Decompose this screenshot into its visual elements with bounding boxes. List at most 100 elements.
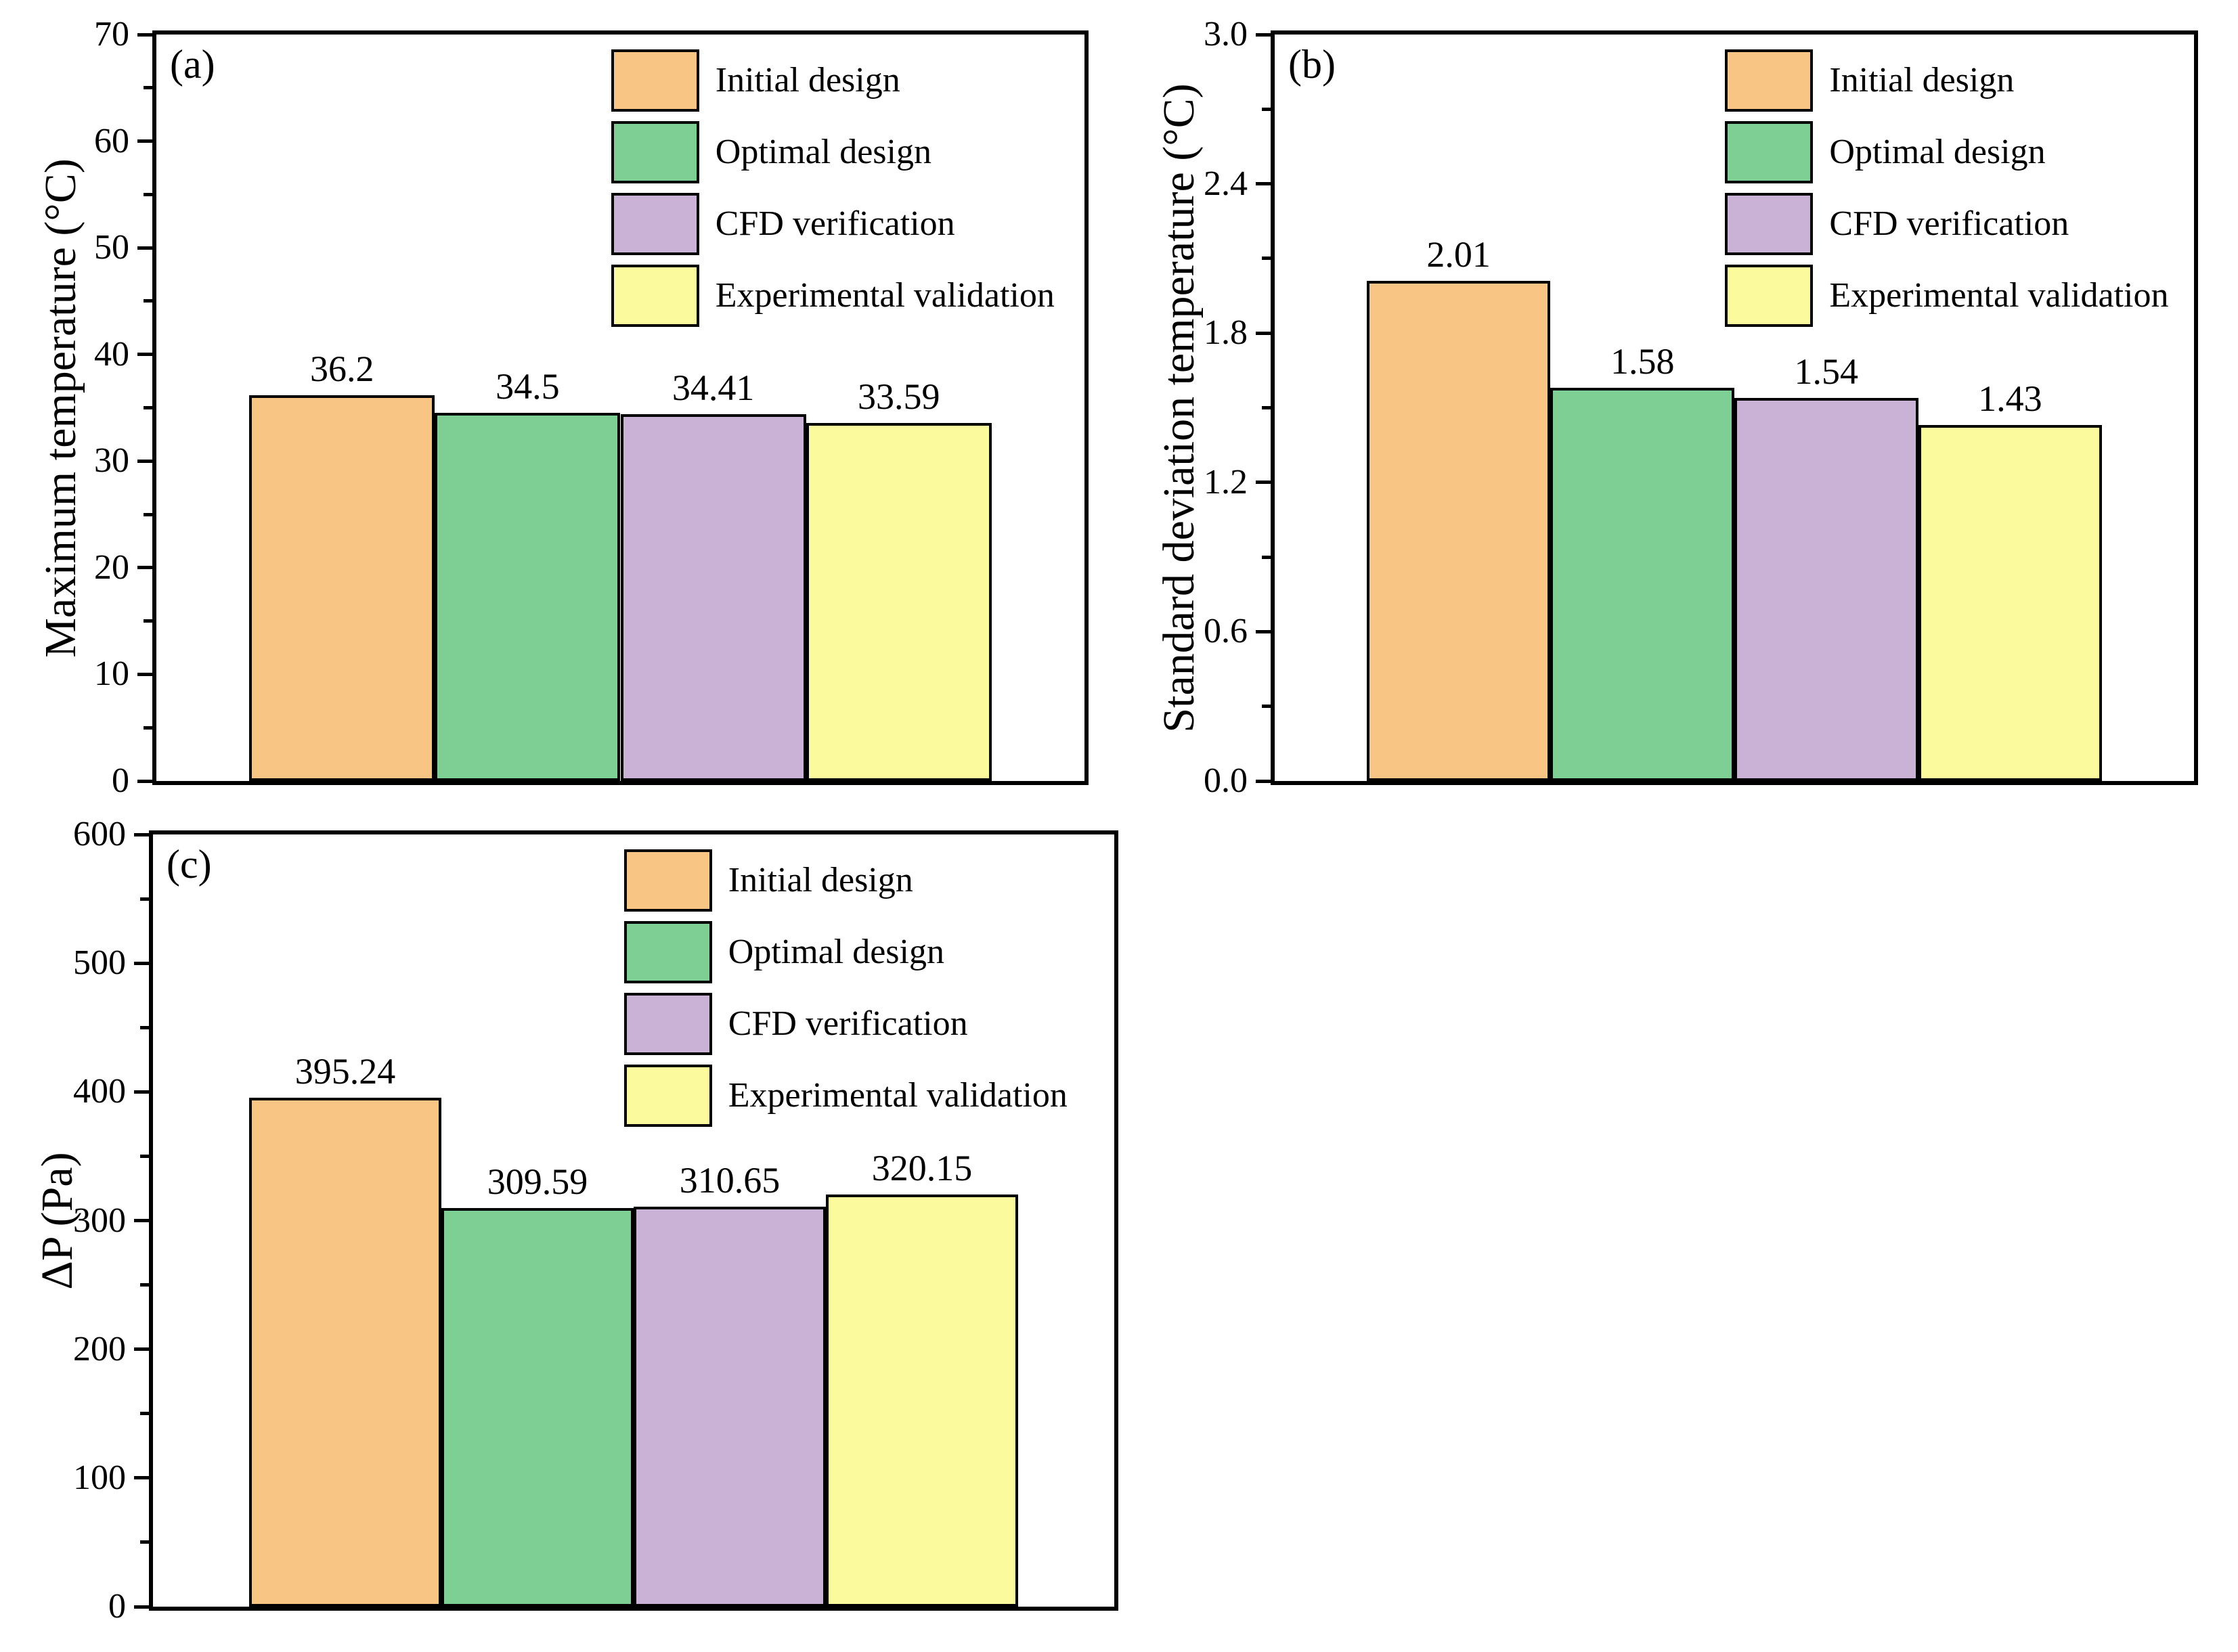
y-major-tick — [137, 246, 152, 250]
y-major-tick — [1256, 182, 1271, 186]
legend-item-label: Experimental validation — [728, 1076, 1068, 1115]
y-tick-label: 2.4 — [1204, 164, 1248, 203]
y-tick-label: 50 — [94, 228, 129, 267]
y-tick-label: 30 — [94, 441, 129, 481]
y-axis-title-a: Maximum temperature (°C) — [36, 158, 85, 658]
y-major-tick — [137, 779, 152, 783]
y-tick-label: 70 — [94, 15, 129, 53]
legend-item-label: Experimental validation — [715, 276, 1055, 315]
y-major-tick — [134, 961, 149, 965]
bar-experimental-validation — [826, 1195, 1018, 1607]
y-minor-tick — [1262, 555, 1271, 559]
legend-swatch-icon — [1725, 193, 1814, 255]
bar-value-label: 1.43 — [1978, 378, 2042, 420]
legend-swatch-icon — [623, 1065, 712, 1127]
bar-value-label: 309.59 — [487, 1161, 588, 1203]
bar-value-label: 2.01 — [1426, 234, 1491, 275]
panel-label-c: (c) — [167, 842, 212, 887]
bar-experimental-validation — [1918, 425, 2103, 781]
legend-swatch-icon — [611, 49, 699, 112]
y-tick-label: 0 — [112, 761, 129, 800]
legend-swatch-icon — [623, 921, 712, 983]
y-tick-label: 40 — [94, 334, 129, 374]
y-minor-tick — [1262, 406, 1271, 409]
bar-experimental-validation — [806, 422, 992, 781]
bar-optimal-design — [435, 413, 621, 781]
y-major-tick — [134, 1605, 149, 1609]
y-minor-tick — [144, 86, 152, 90]
y-tick-label: 500 — [73, 943, 126, 983]
y-major-tick — [137, 353, 152, 357]
bar-initial-design — [249, 395, 435, 781]
y-major-tick — [1256, 331, 1271, 335]
panel-label-b: (b) — [1288, 42, 1336, 87]
legend-item: Initial design — [623, 849, 1068, 912]
legend-item: Experimental validation — [1725, 265, 2168, 327]
y-tick-label: 600 — [73, 815, 126, 853]
bar-initial-design — [1366, 281, 1551, 781]
y-tick-label: 20 — [94, 548, 129, 587]
y-tick-label: 10 — [94, 654, 129, 694]
y-major-tick — [137, 566, 152, 570]
legend-item-label: CFD verification — [1829, 204, 2069, 243]
bar-cfd-verification — [620, 414, 806, 781]
legend-item-label: Initial design — [1829, 61, 2015, 99]
y-minor-tick — [1262, 107, 1271, 111]
bar-cfd-verification — [634, 1207, 826, 1607]
legend-item: Experimental validation — [611, 265, 1055, 327]
y-major-tick — [1256, 481, 1271, 485]
legend: Initial design Optimal design CFD verifica… — [611, 49, 1055, 336]
y-major-tick — [134, 832, 149, 836]
legend-item: CFD verification — [1725, 193, 2168, 255]
legend-item-label: Optimal design — [1829, 133, 2046, 171]
bar-optimal-design — [441, 1208, 634, 1607]
legend-swatch-icon — [611, 121, 699, 183]
bar-value-label: 1.54 — [1794, 351, 1859, 392]
y-major-tick — [137, 672, 152, 676]
y-tick-label: 60 — [94, 121, 129, 160]
y-major-tick — [134, 1476, 149, 1480]
y-minor-tick — [144, 406, 152, 409]
y-tick-label: 3.0 — [1204, 15, 1248, 53]
legend-item: CFD verification — [623, 993, 1068, 1055]
y-minor-tick — [140, 1025, 149, 1029]
legend-swatch-icon — [1725, 121, 1814, 183]
legend-item-label: Initial design — [728, 861, 913, 899]
y-major-tick — [137, 459, 152, 463]
plot-area-a: (a) 0 10 20 30 40 50 60 70 36.2 34.5 34.41 33.59 Ini… — [94, 16, 1089, 800]
legend-item: CFD verification — [611, 193, 1055, 255]
y-minor-tick — [1262, 705, 1271, 709]
legend-item: Optimal design — [623, 921, 1068, 983]
bar-initial-design — [249, 1098, 441, 1607]
legend-swatch-icon — [623, 849, 712, 912]
legend-item: Optimal design — [1725, 121, 2168, 183]
legend-swatch-icon — [1725, 265, 1814, 327]
y-minor-tick — [140, 1154, 149, 1158]
y-minor-tick — [1262, 256, 1271, 261]
legend: Initial design Optimal design CFD verifica… — [623, 849, 1068, 1136]
y-major-tick — [1256, 629, 1271, 633]
legend-item-label: Experimental validation — [1829, 276, 2169, 315]
y-tick-label: 400 — [73, 1072, 126, 1111]
bar-value-label: 310.65 — [679, 1160, 781, 1201]
bar-value-label: 320.15 — [871, 1148, 973, 1189]
y-major-tick — [134, 1347, 149, 1352]
y-minor-tick — [144, 512, 152, 516]
legend-swatch-icon — [1725, 49, 1814, 112]
y-major-tick — [137, 139, 152, 143]
y-minor-tick — [140, 897, 149, 901]
y-major-tick — [1256, 32, 1271, 37]
legend-item-label: Optimal design — [715, 133, 931, 171]
bar-optimal-design — [1550, 388, 1734, 781]
legend-item-label: Optimal design — [728, 933, 944, 971]
y-major-tick — [134, 1219, 149, 1222]
bar-value-label: 34.41 — [672, 367, 755, 408]
y-tick-label: 200 — [73, 1329, 126, 1368]
legend-item-label: CFD verification — [728, 1004, 968, 1043]
y-tick-label: 1.2 — [1204, 462, 1248, 501]
y-axis-title-b: Standard deviation temperature (°C) — [1154, 83, 1204, 733]
bar-value-label: 33.59 — [858, 376, 940, 417]
legend-item: Optimal design — [611, 121, 1055, 183]
bar-cfd-verification — [1734, 397, 1918, 781]
